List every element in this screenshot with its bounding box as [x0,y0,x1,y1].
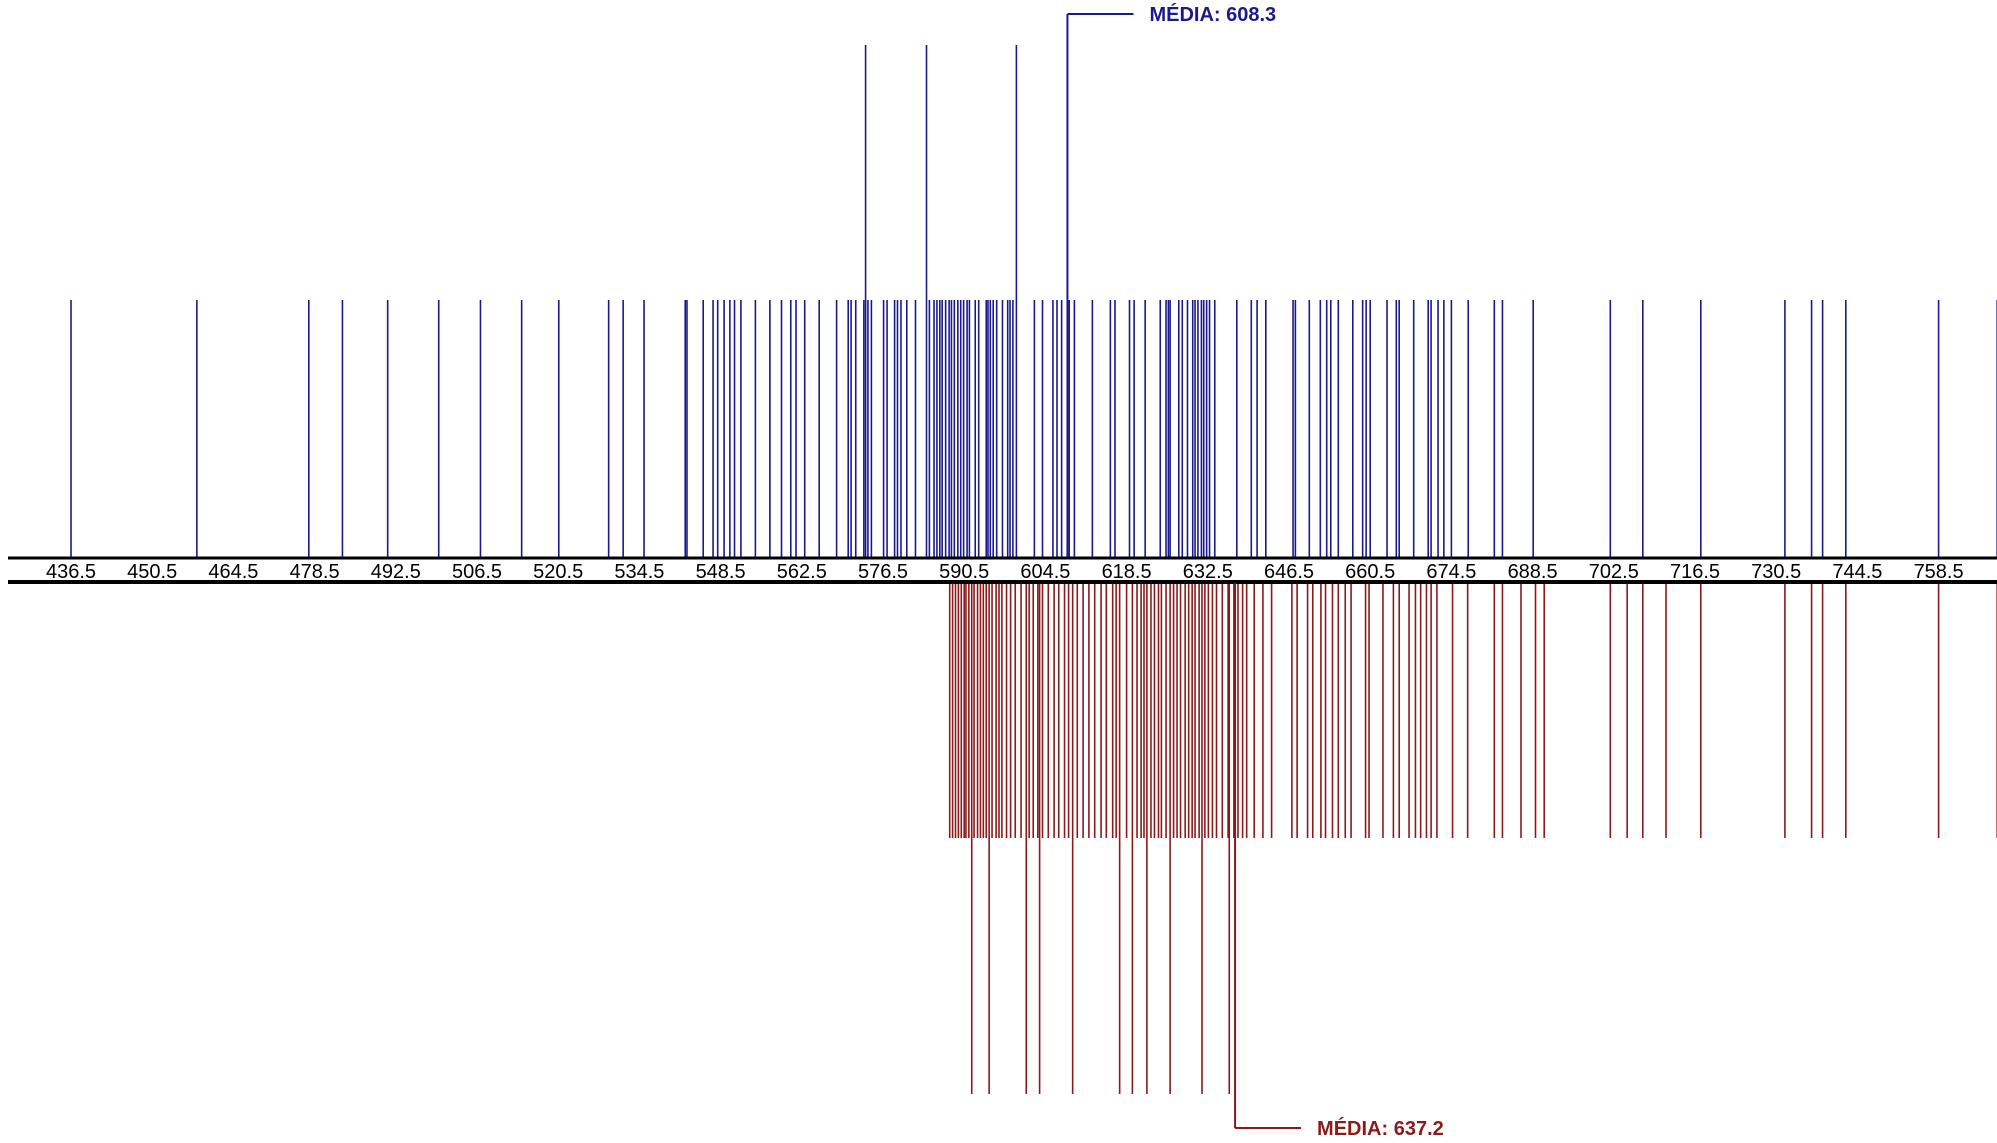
x-tick-label: 492.5 [371,561,421,583]
x-tick-label: 562.5 [777,561,827,583]
x-tick-label: 646.5 [1264,561,1314,583]
x-tick-label: 506.5 [452,561,502,583]
x-tick-label: 688.5 [1508,561,1558,583]
x-tick-label: 520.5 [533,561,583,583]
x-axis-ticks: 436.5 450.5 464.5 478.5 492.5 506.5 520.5 534.5… [46,561,1964,583]
x-tick-label: 618.5 [1102,561,1152,583]
x-tick-label: 674.5 [1426,561,1476,583]
x-tick-label: 660.5 [1345,561,1395,583]
x-tick-label: 744.5 [1832,561,1882,583]
x-tick-label: 464.5 [208,561,258,583]
x-tick-label: 702.5 [1589,561,1639,583]
x-tick-label: 604.5 [1020,561,1070,583]
x-tick-label: 436.5 [46,561,96,583]
x-tick-label: 716.5 [1670,561,1720,583]
x-tick-label: 758.5 [1914,561,1964,583]
x-tick-label: 534.5 [614,561,664,583]
x-tick-label: 450.5 [127,561,177,583]
mean-markers: MÉDIA: 608.3 MÉDIA: 637.2 [1066,3,1444,1140]
x-tick-label: 478.5 [290,561,340,583]
x-tick-label: 632.5 [1183,561,1233,583]
x-tick-label: 590.5 [939,561,989,583]
lower-series [948,583,1997,1094]
upper-series [70,45,1997,557]
x-tick-label: 548.5 [696,561,746,583]
mean-label-down: MÉDIA: 637.2 [1317,1117,1444,1140]
x-tick-label: 730.5 [1751,561,1801,583]
x-tick-label: 576.5 [858,561,908,583]
mean-label-up: MÉDIA: 608.3 [1149,3,1276,26]
